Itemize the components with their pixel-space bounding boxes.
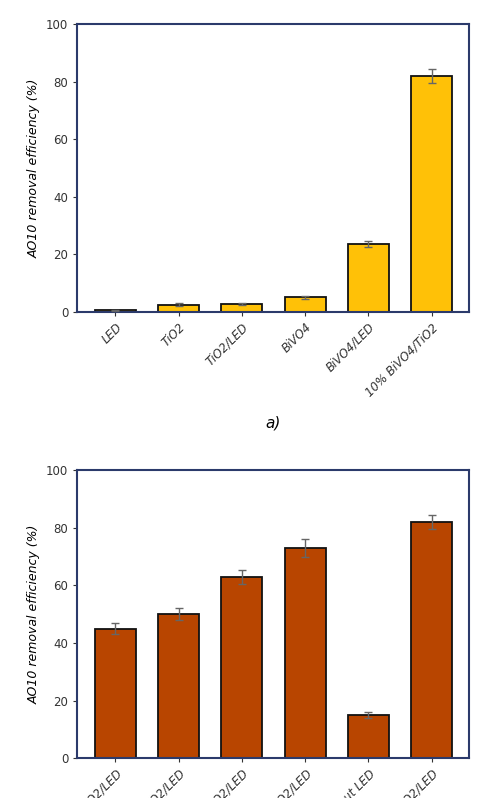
Bar (221, 577, 262, 758)
Bar (221, 304, 262, 312)
Bar (158, 305, 199, 312)
Text: a): a) (266, 416, 281, 431)
Bar (411, 522, 452, 758)
Bar (95, 310, 136, 312)
Bar (411, 76, 452, 312)
Y-axis label: AO10 removal efficiency (%): AO10 removal efficiency (%) (28, 78, 41, 258)
Bar (95, 629, 136, 758)
Bar (285, 298, 326, 312)
Bar (158, 614, 199, 758)
Bar (348, 244, 389, 312)
Bar (285, 548, 326, 758)
Y-axis label: AO10 removal efficiency (%): AO10 removal efficiency (%) (28, 524, 41, 704)
Bar (348, 715, 389, 758)
